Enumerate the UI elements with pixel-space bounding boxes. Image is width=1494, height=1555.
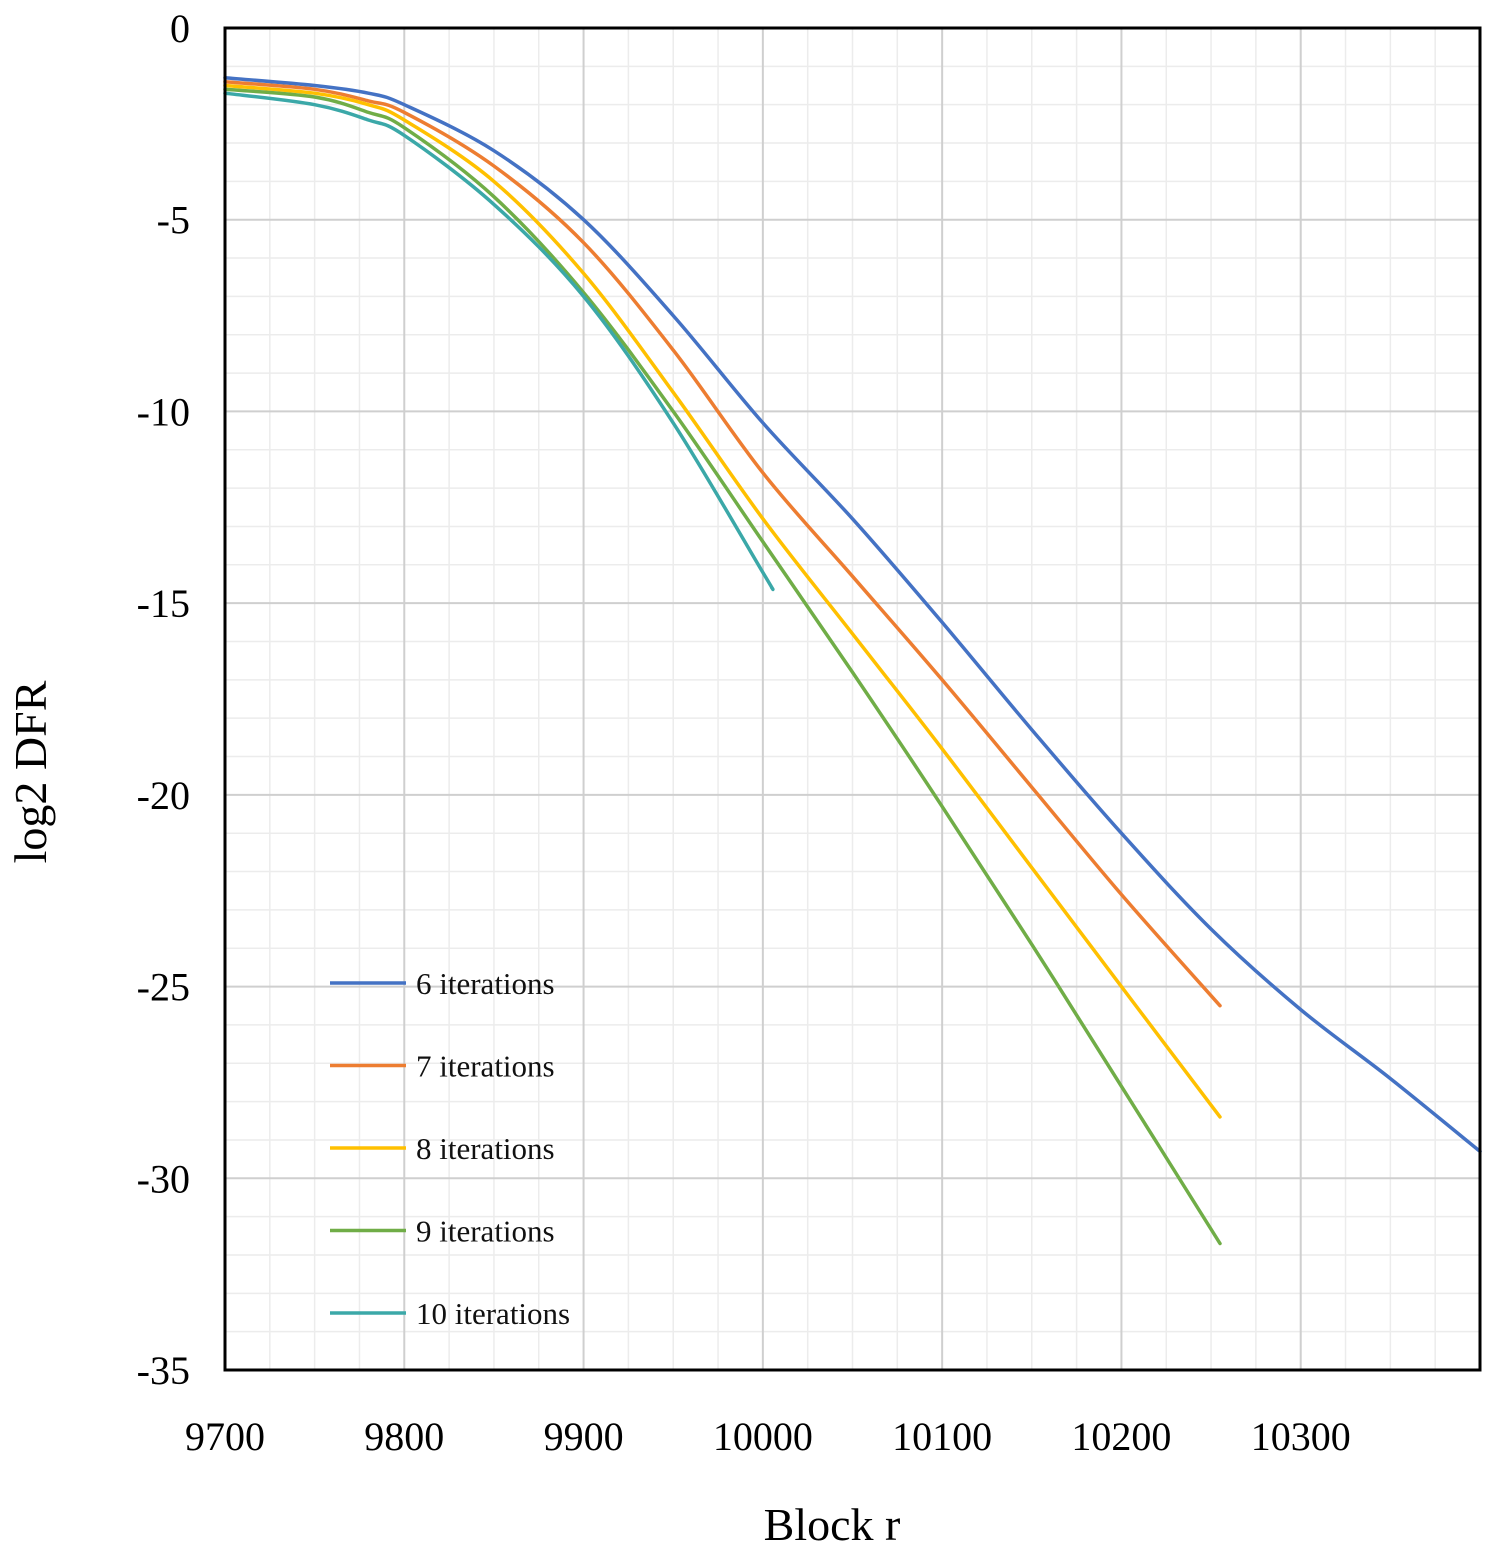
y-tick-label: -30 xyxy=(137,1156,190,1201)
series-line-7-iterations xyxy=(223,79,1222,1008)
legend-label: 8 iterations xyxy=(416,1131,555,1166)
x-tick-label: 10000 xyxy=(713,1414,813,1459)
x-tick-label: 9900 xyxy=(544,1414,624,1459)
series-line-8-iterations xyxy=(223,83,1222,1119)
y-tick-label: -15 xyxy=(137,581,190,626)
x-axis-title: Block r xyxy=(764,1499,901,1550)
y-tick-label: -35 xyxy=(137,1348,190,1393)
x-tick-label: 10300 xyxy=(1251,1414,1351,1459)
y-tick-label: -5 xyxy=(157,198,190,243)
x-axis-tick-labels: 9700 9800 9900 10000 10100 10200 10300 xyxy=(185,1414,1351,1459)
legend: 6 iterations 7 iterations 8 iterations 9 it… xyxy=(330,966,570,1331)
y-axis-title: log2 DFR xyxy=(5,680,56,863)
series-line-10-iterations xyxy=(223,91,775,592)
plot-frame xyxy=(223,26,1482,1372)
y-axis-tick-labels: 0 -5 -10 -15 -20 -25 -30 -35 xyxy=(137,6,190,1393)
legend-label: 6 iterations xyxy=(416,966,555,1001)
legend-label: 10 iterations xyxy=(416,1296,570,1331)
x-tick-label: 10200 xyxy=(1071,1414,1171,1459)
series-lines xyxy=(223,76,1482,1246)
legend-label: 7 iterations xyxy=(416,1049,555,1084)
x-tick-label: 10100 xyxy=(892,1414,992,1459)
y-tick-label: -25 xyxy=(137,965,190,1010)
y-tick-label: -20 xyxy=(137,773,190,818)
minor-gridlines xyxy=(225,28,1480,1370)
y-tick-label: 0 xyxy=(170,6,190,51)
series-line-6-iterations xyxy=(223,76,1482,1154)
x-tick-label: 9700 xyxy=(185,1414,265,1459)
x-tick-label: 9800 xyxy=(364,1414,444,1459)
series-line-9-iterations xyxy=(223,87,1222,1246)
legend-label: 9 iterations xyxy=(416,1214,555,1249)
y-tick-label: -10 xyxy=(137,389,190,434)
